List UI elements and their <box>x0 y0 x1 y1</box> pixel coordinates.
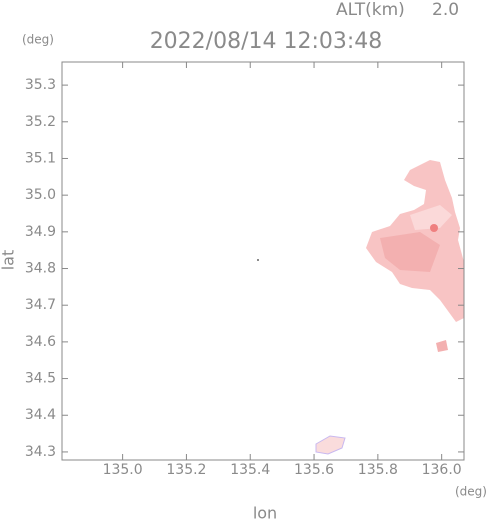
y-tick-label: 35.1 <box>25 150 56 166</box>
y-tick-label: 34.6 <box>25 334 56 350</box>
x-tick-label: 135.8 <box>358 462 398 478</box>
echo-area <box>436 340 448 352</box>
echo-area <box>410 205 452 230</box>
altitude-value: 2.0 <box>432 0 459 20</box>
echo-area <box>315 435 346 455</box>
x-axis-label: lon <box>253 504 277 521</box>
plot-frame <box>61 61 465 461</box>
y-unit: (deg) <box>22 33 54 47</box>
chart-title: 2022/08/14 12:03:48 <box>150 29 383 54</box>
x-unit: (deg) <box>455 485 487 499</box>
y-tick-label: 35.2 <box>25 114 56 130</box>
y-tick-label: 34.4 <box>25 407 56 423</box>
y-tick-label: 35.0 <box>25 187 56 203</box>
y-tick-label: 34.8 <box>25 261 56 277</box>
y-tick-label: 34.5 <box>25 371 56 387</box>
x-tick-label: 136.0 <box>422 462 462 478</box>
x-tick-label: 135.6 <box>294 462 334 478</box>
y-tick-label: 34.9 <box>25 224 56 240</box>
echo-area <box>380 232 440 272</box>
y-tick-label: 34.3 <box>25 444 56 460</box>
echo <box>257 160 464 455</box>
x-tick-label: 135.0 <box>103 462 143 478</box>
y-axis-label: lat <box>0 250 18 271</box>
echo-core <box>430 224 438 232</box>
echo-dot <box>257 259 259 261</box>
y-tick-label: 35.3 <box>25 77 56 93</box>
x-tick-label: 135.4 <box>230 462 270 478</box>
x-tick-label: 135.2 <box>166 462 206 478</box>
y-tick-label: 34.7 <box>25 297 56 313</box>
altitude-label: ALT(km) <box>336 0 405 20</box>
